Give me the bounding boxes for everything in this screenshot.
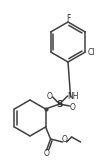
Text: F: F	[65, 13, 70, 23]
Text: O: O	[46, 92, 52, 100]
Text: S: S	[56, 100, 62, 108]
Text: O: O	[69, 103, 75, 112]
Text: O: O	[43, 149, 49, 159]
Text: Cl: Cl	[87, 48, 94, 56]
Text: O: O	[61, 136, 67, 144]
Text: NH: NH	[66, 92, 78, 100]
